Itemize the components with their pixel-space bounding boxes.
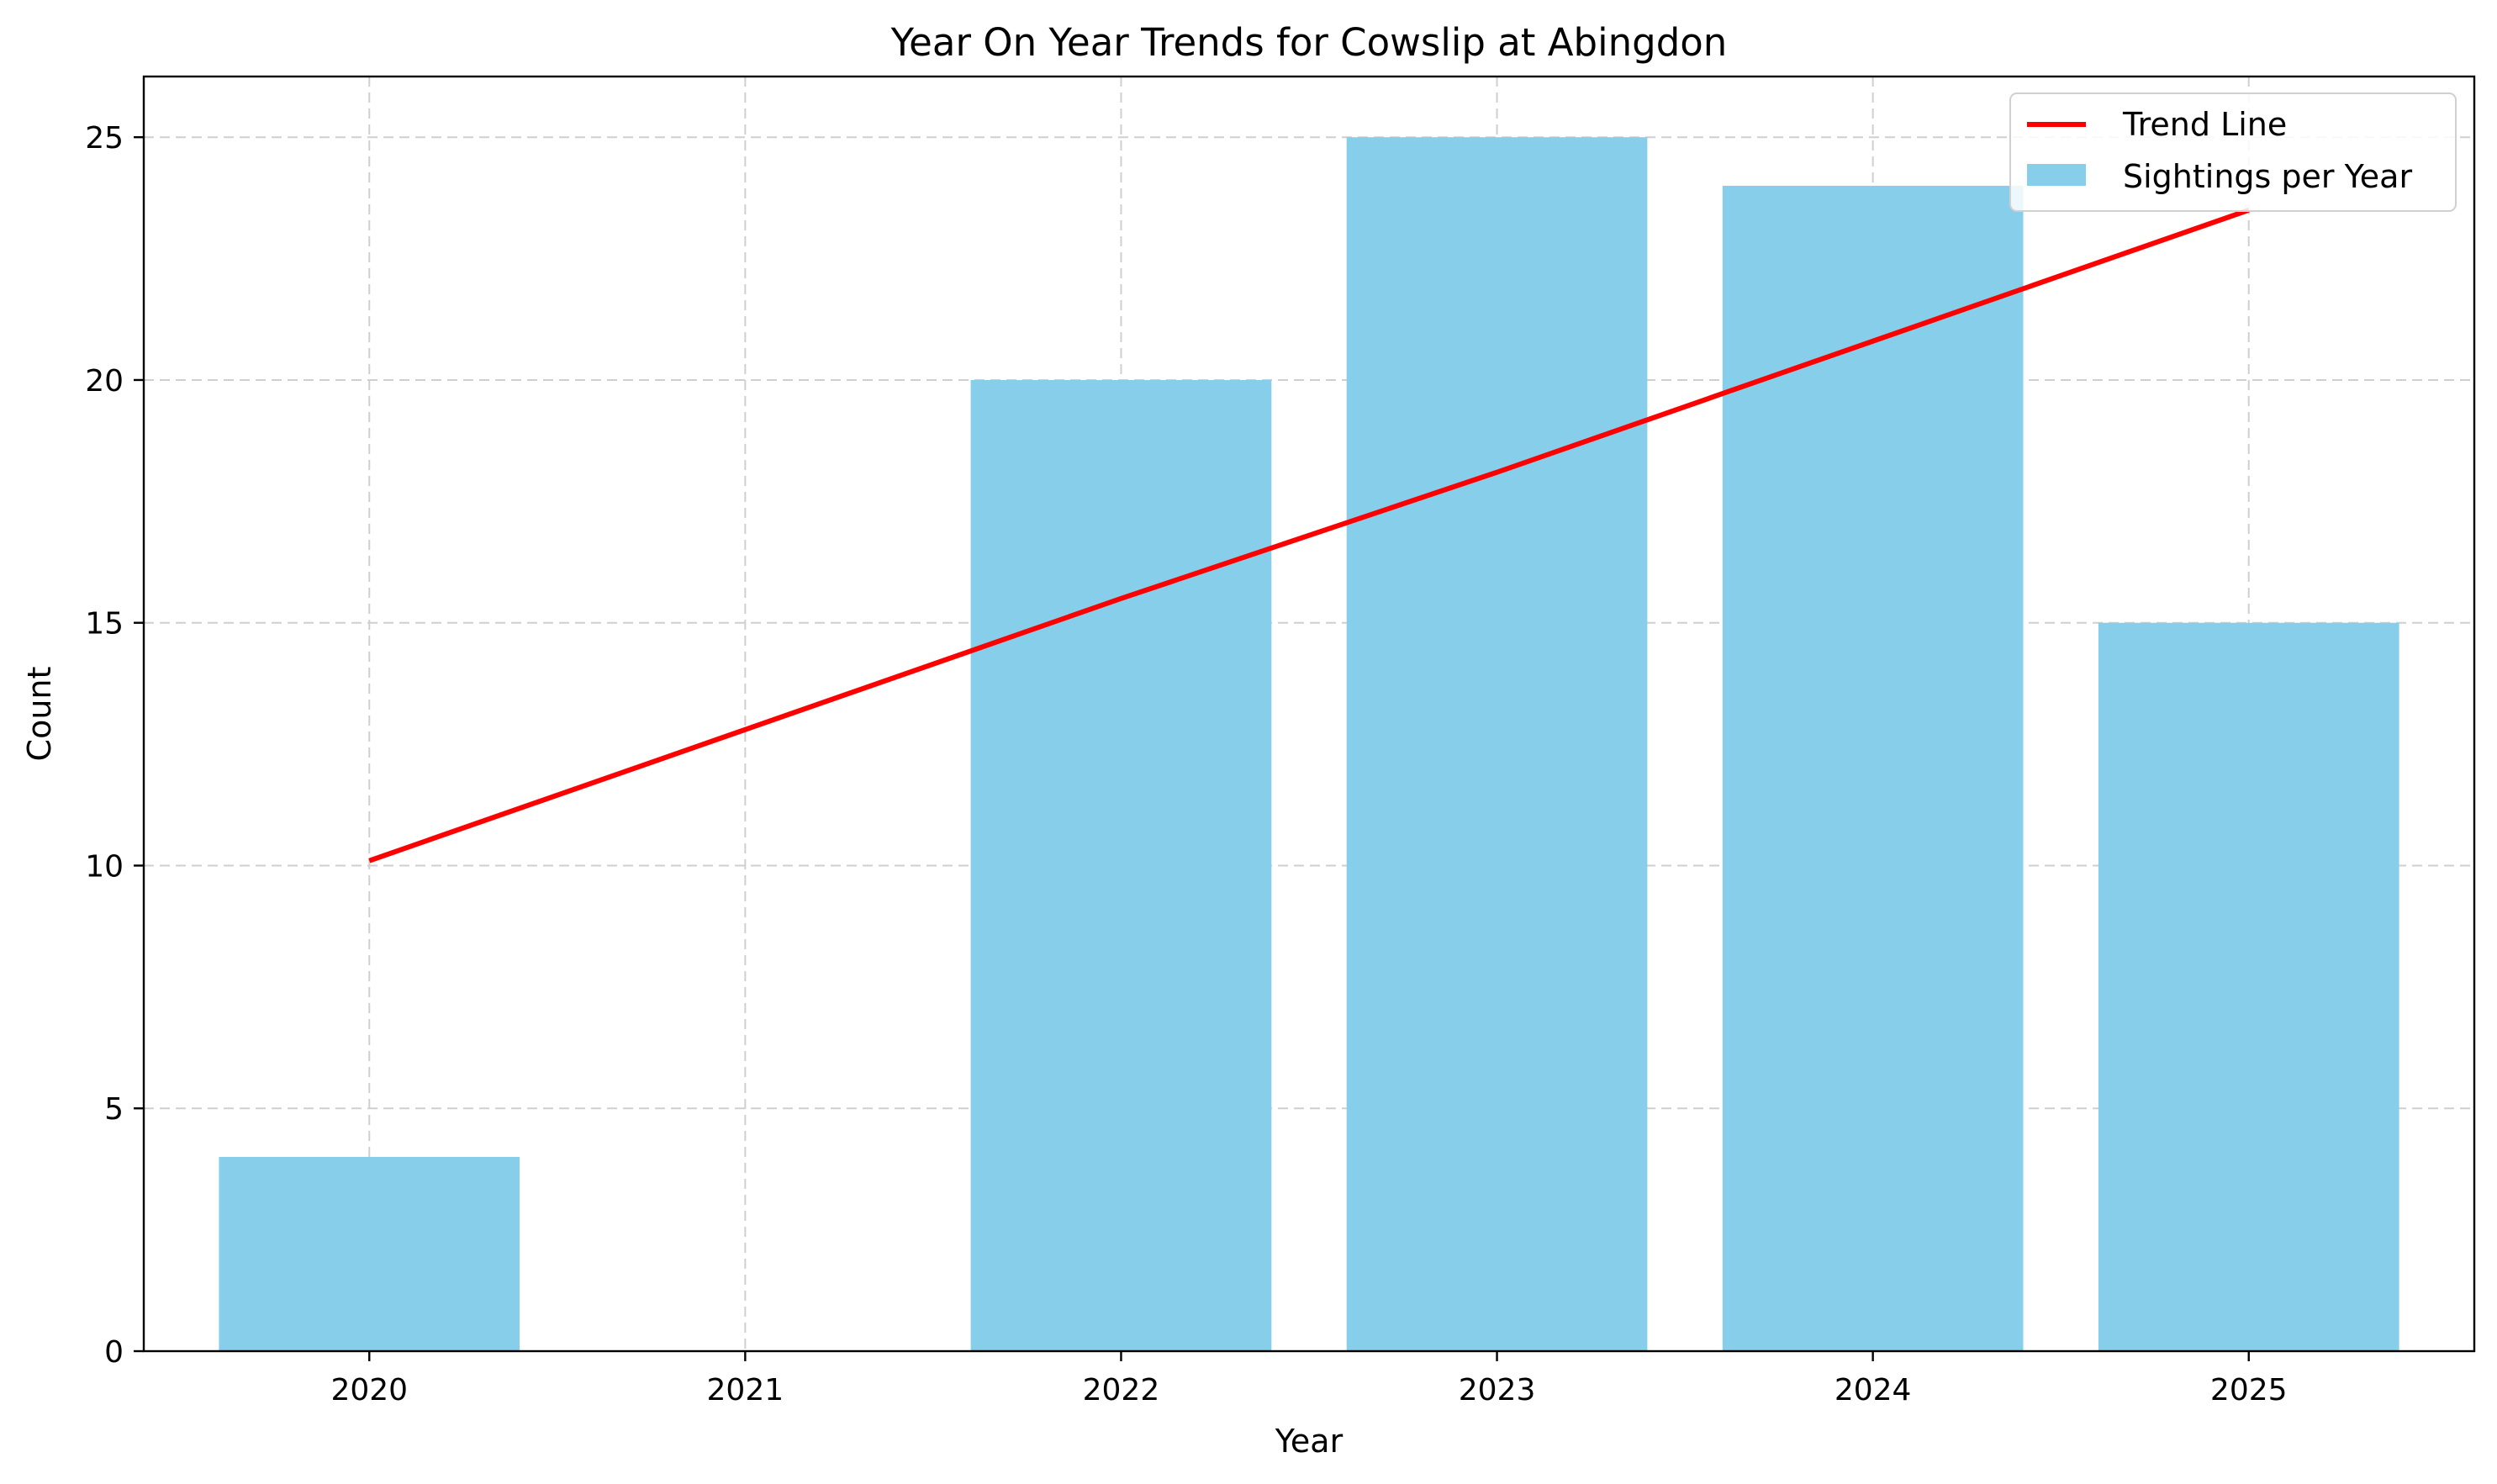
legend-box	[2009, 92, 2457, 212]
bar-2020	[219, 1156, 520, 1351]
y-tick-label: 0	[104, 1335, 124, 1370]
x-axis-title: Year	[1275, 1423, 1344, 1460]
trend-line-layer	[368, 207, 2250, 863]
bars	[219, 137, 2399, 1352]
legend-label-trend-line: Trend Line	[2122, 106, 2287, 143]
legend-label-sightings: Sightings per Year	[2123, 158, 2412, 195]
y-tick-label: 15	[85, 607, 124, 642]
bar-2025	[2098, 622, 2399, 1351]
plot-frame	[142, 75, 2476, 1353]
bar-2022	[970, 379, 1272, 1351]
y-axis-title: Count	[21, 667, 58, 762]
x-tick-label: 2021	[707, 1373, 784, 1407]
y-tick-label: 5	[104, 1092, 124, 1127]
chart-title: Year On Year Trends for Cowslip at Abing…	[890, 20, 1728, 65]
x-tick-label: 2023	[1459, 1373, 1536, 1407]
x-tick-label: 2025	[2210, 1373, 2288, 1407]
y-tick-label: 10	[85, 849, 124, 884]
trend-line	[368, 207, 2250, 863]
legend: Trend Line Sightings per Year	[2009, 92, 2457, 212]
x-tick-label: 2022	[1083, 1373, 1160, 1407]
x-tick-label: 2024	[1834, 1373, 1912, 1407]
x-tick-label: 2020	[330, 1373, 408, 1407]
bar-2023	[1346, 137, 1648, 1352]
y-tick-label: 20	[85, 364, 124, 399]
bar-2024	[1722, 185, 2024, 1351]
legend-swatch-sightings	[2027, 164, 2086, 186]
y-tick-label: 25	[85, 121, 124, 156]
